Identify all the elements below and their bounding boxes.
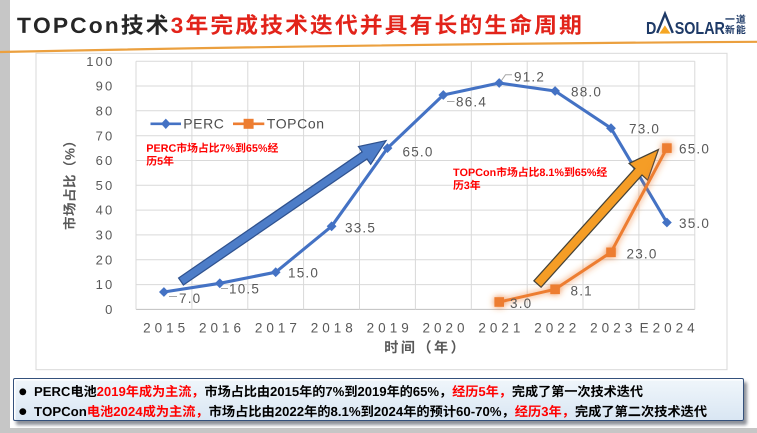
- svg-text:50: 50: [96, 178, 115, 193]
- svg-text:7.0: 7.0: [179, 291, 201, 306]
- svg-text:0: 0: [105, 302, 114, 317]
- svg-text:2019: 2019: [367, 321, 413, 336]
- svg-text:PERC: PERC: [183, 116, 224, 132]
- svg-text:2021: 2021: [478, 321, 524, 336]
- svg-text:73.0: 73.0: [629, 122, 660, 137]
- svg-text:2016: 2016: [199, 321, 245, 336]
- svg-text:91.2: 91.2: [514, 70, 545, 85]
- svg-text:15.0: 15.0: [288, 266, 319, 281]
- svg-text:80: 80: [96, 103, 115, 118]
- svg-text:100: 100: [86, 54, 114, 69]
- svg-text:10.5: 10.5: [229, 282, 260, 297]
- svg-text:88.0: 88.0: [571, 85, 602, 100]
- svg-text:86.4: 86.4: [456, 95, 487, 110]
- svg-text:D: D: [646, 20, 656, 39]
- svg-text:2018: 2018: [311, 321, 357, 336]
- svg-text:65.0: 65.0: [403, 145, 434, 160]
- svg-text:23.0: 23.0: [627, 247, 658, 262]
- svg-text:10: 10: [96, 277, 115, 292]
- svg-text:30: 30: [96, 228, 115, 243]
- svg-text:2020: 2020: [422, 321, 468, 336]
- svg-text:2017: 2017: [255, 321, 301, 336]
- svg-text:TOPCon: TOPCon: [267, 116, 325, 132]
- svg-text:2022: 2022: [534, 321, 580, 336]
- svg-text:33.5: 33.5: [345, 221, 376, 236]
- svg-text:60: 60: [96, 153, 115, 168]
- svg-text:70: 70: [96, 128, 115, 143]
- svg-text:2023: 2023: [590, 321, 636, 336]
- svg-text:3.0: 3.0: [510, 296, 532, 311]
- svg-text:40: 40: [96, 203, 115, 218]
- svg-text:2015: 2015: [143, 321, 189, 336]
- svg-text:90: 90: [96, 79, 115, 94]
- svg-text:E2024: E2024: [640, 321, 699, 336]
- svg-text:8.1: 8.1: [571, 284, 593, 299]
- svg-text:SOLAR: SOLAR: [675, 20, 726, 39]
- svg-text:35.0: 35.0: [679, 216, 710, 231]
- svg-text:65.0: 65.0: [679, 142, 710, 157]
- svg-text:20: 20: [96, 252, 115, 267]
